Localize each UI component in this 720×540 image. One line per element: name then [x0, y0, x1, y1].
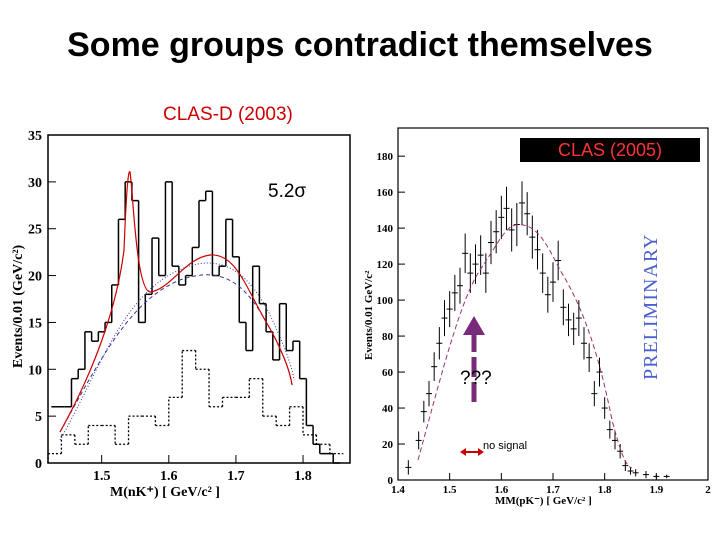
left-x-tick-label: 1.7	[227, 469, 245, 484]
left-y-tick-label: 10	[28, 363, 42, 378]
right-x-tick-label: 2	[705, 484, 711, 496]
left-x-axis-title: M(nK⁺) [ GeV/c² ]	[110, 485, 220, 500]
right-x-tick-label: 1.8	[598, 484, 612, 496]
left-y-tick-label: 35	[28, 129, 42, 144]
right-x-tick-label: 1.6	[494, 484, 508, 496]
left-y-tick-label: 0	[35, 457, 42, 472]
right-y-tick-label: 0	[388, 475, 394, 487]
right-series	[405, 181, 670, 479]
right-x-tick-label: 1.5	[443, 484, 457, 496]
left-y-tick-label: 30	[28, 176, 42, 191]
right-y-axis-title: Events/0.01 GeV/c²	[363, 270, 375, 360]
no-signal-arrow	[460, 448, 484, 456]
left-y-axis-title: Events/0.01 (GeV/c²)	[11, 244, 26, 368]
right-y-tick-label: 60	[382, 367, 394, 379]
right-x-tick-label: 1.9	[649, 484, 663, 496]
right-y-tick-label: 160	[377, 187, 394, 199]
left-signal-fit-curve	[59, 171, 293, 433]
slide-title: Some groups contradict themselves	[67, 26, 653, 64]
left-y-tick-label: 5	[35, 410, 42, 425]
right-y-tick-label: 100	[377, 295, 394, 307]
right-y-tick-label: 120	[377, 259, 394, 271]
right-y-tick-label: 40	[382, 403, 394, 415]
left-y-tick-label: 15	[28, 316, 42, 331]
preliminary-watermark: PRELIMINARY	[640, 233, 662, 380]
left-y-tick-label: 25	[28, 223, 42, 238]
left-y-tick-label: 20	[28, 270, 42, 285]
left-plot-frame	[47, 134, 351, 464]
right-x-axis-title: MM(pK⁻) [ GeV/c² ]	[495, 495, 592, 507]
clas-2005-label: CLAS (2005)	[520, 138, 700, 162]
left-x-tick-label: 1.8	[294, 469, 312, 484]
left-series	[47, 181, 344, 464]
left-x-tick-label: 1.6	[160, 469, 178, 484]
right-y-tick-label: 140	[377, 223, 394, 235]
left-plot: 0 5 10 15 20 25 30 35 1.5 1.6 1.7 1.8 Events/0.01 (…	[11, 129, 351, 500]
right-x-tick-label: 1.4	[391, 484, 405, 496]
no-signal-label: no signal	[483, 440, 528, 452]
left-background-fit-curve	[59, 274, 293, 433]
left-axis: 0 5 10 15 20 25 30 35 1.5 1.6 1.7 1.8	[28, 129, 312, 484]
right-axis: 0 20 40 60 80 100 120 140 160 180 1.4 1.5 1.6 1.7 1.8 1…	[377, 151, 712, 496]
question-marks: ???	[460, 368, 492, 389]
right-x-tick-label: 1.7	[546, 484, 560, 496]
right-plot: 0 20 40 60 80 100 120 140 160 180 1.4 1.5 1.6 1.7 1.8 1…	[363, 127, 712, 507]
significance-label: 5.2σ	[268, 181, 307, 202]
purple-arrow	[463, 316, 485, 402]
right-y-tick-label: 20	[382, 439, 394, 451]
right-y-tick-label: 80	[382, 331, 394, 343]
left-x-tick-label: 1.5	[93, 469, 111, 484]
clas-d-2003-label: CLAS-D (2003)	[163, 104, 293, 125]
right-y-tick-label: 180	[377, 151, 394, 163]
right-fit-curve	[417, 224, 633, 469]
